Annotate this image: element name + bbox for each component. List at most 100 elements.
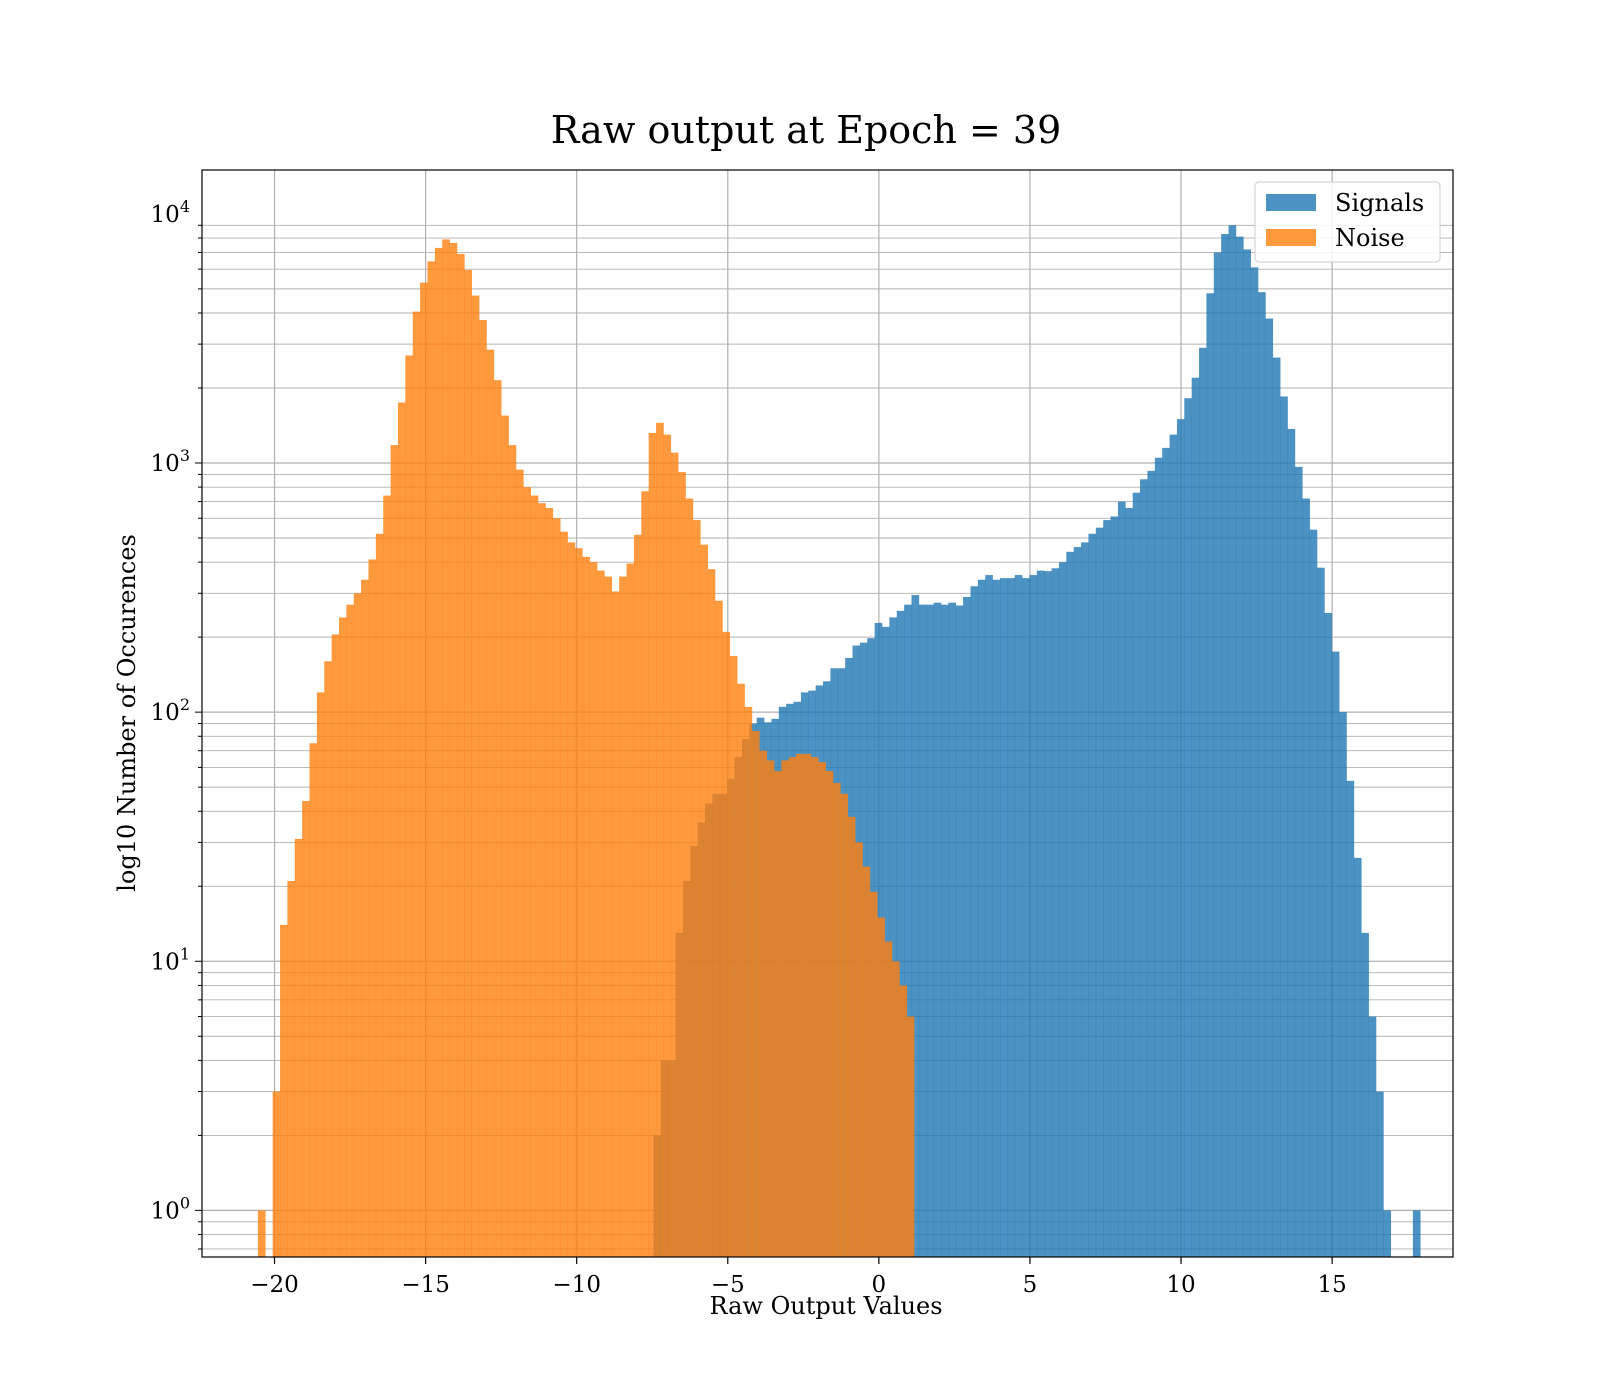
noise-bar bbox=[877, 917, 885, 1257]
signals-bar bbox=[1235, 236, 1244, 1258]
noise-bar bbox=[722, 631, 731, 1257]
noise-bar bbox=[582, 556, 590, 1257]
noise-bar bbox=[309, 743, 318, 1257]
signals-bar bbox=[1147, 470, 1156, 1257]
signals-bar bbox=[1051, 568, 1060, 1257]
noise-bar bbox=[390, 445, 399, 1257]
noise-bar bbox=[899, 985, 908, 1257]
signals-bar bbox=[1287, 428, 1296, 1257]
signals-bar bbox=[1243, 249, 1251, 1257]
noise-bar bbox=[619, 576, 627, 1257]
noise-bar bbox=[442, 239, 450, 1257]
signals-bar bbox=[1368, 1016, 1377, 1257]
legend-label-signals: Signals bbox=[1335, 189, 1424, 217]
y-tick-label: 104 bbox=[151, 197, 190, 228]
noise-bar bbox=[700, 544, 708, 1257]
noise-bar bbox=[692, 520, 701, 1257]
y-axis-label: log10 Number of Occurences bbox=[113, 534, 141, 892]
signals-bar bbox=[904, 604, 912, 1257]
signals-bar bbox=[1044, 571, 1052, 1257]
signals-bar bbox=[1140, 479, 1148, 1257]
noise-bar bbox=[626, 563, 635, 1257]
noise-bar bbox=[641, 491, 649, 1257]
noise-bar bbox=[420, 282, 428, 1257]
noise-bar bbox=[869, 891, 878, 1257]
signals-bar bbox=[1081, 542, 1089, 1257]
noise-bar bbox=[560, 531, 568, 1257]
noise-bar bbox=[434, 247, 443, 1257]
noise-bar bbox=[397, 402, 406, 1257]
signals-bar bbox=[1324, 612, 1333, 1257]
noise-bar bbox=[353, 593, 362, 1257]
signals-bar bbox=[1154, 457, 1163, 1257]
noise-bar bbox=[405, 355, 414, 1258]
signals-bar bbox=[1353, 857, 1362, 1257]
noise-bar bbox=[523, 487, 532, 1257]
signals-bar bbox=[1088, 533, 1097, 1257]
y-tick-label: 101 bbox=[151, 944, 190, 975]
noise-bar bbox=[633, 534, 642, 1257]
signals-bar bbox=[1132, 492, 1141, 1257]
signals-bar bbox=[1036, 570, 1045, 1257]
noise-bar bbox=[611, 591, 620, 1257]
x-tick-label: −10 bbox=[552, 1272, 601, 1298]
noise-bar bbox=[884, 941, 893, 1257]
x-axis-ticks: −20 −15 −10 −5 0 5 10 15 bbox=[250, 1257, 1347, 1298]
noise-bar bbox=[412, 311, 421, 1257]
noise-bar bbox=[294, 838, 303, 1257]
signals-bar bbox=[1029, 575, 1038, 1257]
noise-bar bbox=[678, 472, 686, 1257]
x-axis-label: Raw Output Values bbox=[709, 1292, 942, 1320]
signals-bar bbox=[1007, 578, 1016, 1257]
noise-bar bbox=[383, 495, 391, 1257]
signals-bar bbox=[1265, 318, 1274, 1257]
noise-bar bbox=[862, 866, 871, 1257]
signals-bar bbox=[1412, 1210, 1421, 1257]
y-axis-ticks: 100 101 102 103 104 bbox=[151, 197, 202, 1250]
x-tick-label: −15 bbox=[401, 1272, 450, 1298]
noise-bar bbox=[538, 503, 546, 1257]
noise-bar bbox=[530, 495, 539, 1257]
noise-bar bbox=[479, 319, 487, 1257]
x-tick-label: 0 bbox=[872, 1272, 887, 1298]
noise-bar bbox=[346, 604, 355, 1257]
noise-bar bbox=[493, 380, 502, 1257]
noise-bar bbox=[774, 771, 782, 1257]
signals-bar bbox=[1280, 396, 1288, 1257]
signals-bar bbox=[985, 575, 993, 1257]
noise-bar bbox=[316, 692, 325, 1257]
x-tick-label: 5 bbox=[1023, 1272, 1038, 1298]
x-tick-label: −5 bbox=[711, 1272, 745, 1298]
signals-bar bbox=[1228, 225, 1237, 1257]
noise-bar bbox=[508, 445, 517, 1257]
signals-bar bbox=[1361, 932, 1369, 1257]
noise-bar bbox=[368, 559, 377, 1257]
noise-bar bbox=[331, 634, 340, 1257]
noise-bar bbox=[471, 295, 480, 1257]
signals-bar bbox=[1272, 357, 1281, 1257]
noise-bar bbox=[766, 760, 775, 1257]
noise-bar bbox=[597, 570, 605, 1257]
signals-bar bbox=[1014, 575, 1023, 1257]
signals-bar bbox=[1213, 252, 1222, 1257]
noise-bar bbox=[906, 1016, 915, 1257]
noise-bar bbox=[324, 661, 332, 1257]
noise-bar bbox=[427, 261, 436, 1258]
signals-bar bbox=[1331, 651, 1340, 1257]
signals-bar bbox=[1221, 234, 1229, 1257]
chart-title: Raw output at Epoch = 39 bbox=[551, 108, 1062, 152]
legend-label-noise: Noise bbox=[1335, 224, 1405, 252]
noise-bar bbox=[456, 254, 465, 1257]
signals-bar bbox=[1022, 578, 1030, 1257]
signals-bar bbox=[1309, 529, 1318, 1257]
noise-bar bbox=[287, 880, 296, 1257]
signals-bar bbox=[1199, 347, 1207, 1258]
noise-bar bbox=[257, 1210, 266, 1257]
signals-bar bbox=[1058, 562, 1067, 1257]
noise-bar bbox=[648, 432, 657, 1257]
noise-bar bbox=[715, 600, 723, 1257]
noise-bar bbox=[840, 793, 849, 1257]
noise-bar bbox=[589, 562, 598, 1257]
signals-bar bbox=[1125, 507, 1133, 1257]
